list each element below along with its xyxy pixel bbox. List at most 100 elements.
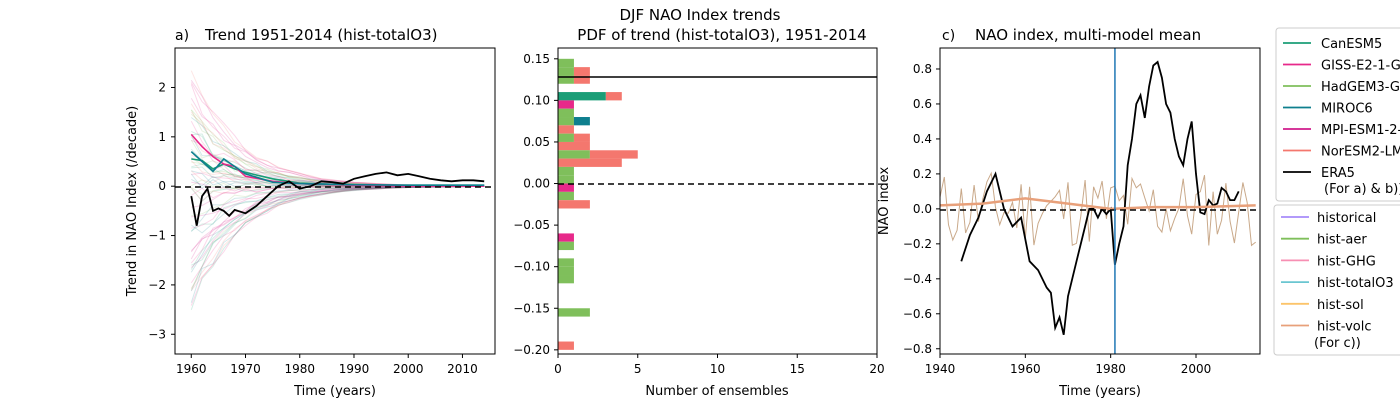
y-tick-label: −1 [148,229,166,243]
model-noisy-series [939,171,1257,247]
series-era5-line [190,171,485,226]
panel-a-xticks: 1960 1970 1980 1990 2000 2010 [176,354,478,376]
legend-label: GISS-E2-1-G [1321,59,1400,74]
bar-hadgem3-gc31-ll [558,133,574,142]
x-tick-label: 15 [790,362,805,376]
x-tick-label: 1980 [1095,362,1126,376]
y-tick-label: 0.10 [523,93,550,107]
y-tick-label: 0 [158,179,166,193]
bar-miroc6 [573,117,590,126]
x-tick-label: 2000 [1181,362,1212,376]
panel-a: a) Trend 1951-2014 (hist-totalO3) 1960 19… [125,26,496,399]
bar-noresm2-lm [589,150,638,159]
bar-giss-e2-1-g [558,183,574,192]
y-tick-label: −2 [148,278,166,292]
legend-label: HadGEM3-GC31-LL [1321,80,1400,95]
x-tick-label: 1990 [339,362,370,376]
panel-b-yticks: 0.15 0.10 0.05 0.00 −0.05 −0.10 −0.15 −0.20 [513,52,558,357]
panel-b-xlabel: Number of ensembles [645,384,789,399]
ensemble-line [190,80,485,187]
x-tick-label: 10 [710,362,725,376]
panel-a-title: Trend 1951-2014 (hist-totalO3) [204,26,438,44]
y-tick-label: −0.6 [903,307,932,321]
series-era5-line [960,60,1240,336]
y-tick-label: 0.8 [913,62,932,76]
y-tick-label: 2 [158,80,166,94]
bar-noresm2-lm [558,200,590,209]
bar-hadgem3-gc31-ll [558,108,574,118]
ensemble-spaghetti [190,70,485,310]
panel-c-title: NAO index, multi-model mean [975,26,1201,44]
y-tick-label: −0.20 [513,343,550,357]
y-tick-label: −0.10 [513,260,550,274]
legend-models: CanESM5 GISS-E2-1-G HadGEM3-GC31-LL MIROC6 M… [1275,27,1400,202]
x-tick-label: 20 [869,362,884,376]
bar-noresm2-lm [573,67,590,76]
x-tick-label: 2010 [447,362,478,376]
bar-hadgem3-gc31-ll [558,191,574,201]
panel-c-ylabel: NAO index [877,167,892,236]
panel-c-yticks: 0.8 0.6 0.4 0.2 0.0 −0.2 −0.4 −0.6 −0.8 [903,62,940,356]
legend-label: hist-volc [1317,320,1371,335]
legend-label: CanESM5 [1321,37,1382,52]
legend-label: MIROC6 [1321,102,1373,117]
panel-c-series [939,60,1256,336]
panel-c: c) NAO index, multi-model mean 1940 1960 1… [877,26,1261,399]
legend-models-box [1275,27,1400,202]
panel-a-ylabel: Trend in NAO Index (/decade) [125,106,140,298]
bar-giss-e2-1-g [558,100,574,109]
panel-c-frame [939,47,1261,355]
bar-noresm2-lm [605,92,622,101]
y-tick-label: 0.6 [913,97,932,111]
panel-c-label: c) [942,28,955,44]
model-noisy-line [939,171,1257,247]
bar-noresm2-lm [558,141,590,151]
legend-label: hist-aer [1317,233,1367,248]
bar-hadgem3-gc31-ll [558,241,574,251]
y-tick-label: −0.4 [903,272,932,286]
ensemble-line [190,186,485,291]
panel-b-title: PDF of trend (hist-totalO3), 1951-2014 [577,26,866,44]
panel-b: PDF of trend (hist-totalO3), 1951-2014 0… [513,26,884,399]
bar-hadgem3-gc31-ll [558,117,574,126]
y-tick-label: 0.15 [523,52,550,66]
bar-noresm2-lm [573,75,590,84]
series-hist-volc-line [939,197,1256,211]
y-tick-label: −0.2 [903,237,932,251]
bar-hadgem3-gc31-ll [558,75,574,84]
y-tick-label: −3 [148,327,166,341]
bar-hadgem3-gc31-ll [558,58,574,68]
x-tick-label: 0 [554,362,562,376]
panel-a-frame [174,47,496,355]
y-tick-label: 1 [158,130,166,144]
legend-label: ERA5 [1321,166,1355,181]
legend-label: hist-sol [1317,298,1364,313]
bar-canesm5 [558,92,606,101]
legend-label: historical [1317,211,1376,226]
bar-noresm2-lm [558,158,622,167]
legend-label: hist-GHG [1317,254,1376,269]
x-tick-label: 1970 [230,362,261,376]
y-tick-label: 0.0 [913,202,932,216]
bar-giss-e2-1-g [558,233,574,242]
ensemble-line [190,185,485,292]
legend-models-note: (For a) & b)) [1324,182,1400,197]
bar-hadgem3-gc31-ll [558,67,574,76]
x-tick-label: 1980 [284,362,315,376]
y-tick-label: 0.05 [523,135,550,149]
panel-c-xlabel: Time (years) [1058,384,1141,399]
legend-label: hist-totalO3 [1317,276,1394,291]
legend-label: MPI-ESM1-2-LR [1321,123,1400,138]
bar-hadgem3-gc31-ll [558,308,590,317]
series-miroc6-line [190,151,485,186]
bar-hadgem3-gc31-ll [558,266,574,276]
y-tick-label: 0.4 [913,132,932,146]
legend-experiments: historical hist-aer hist-GHG hist-totalO3 hi… [1273,204,1400,356]
bar-noresm2-lm [558,125,574,134]
bar-noresm2-lm [573,133,590,142]
y-tick-label: 0.2 [913,167,932,181]
histogram-bars [558,58,638,350]
x-tick-label: 5 [634,362,642,376]
legend-experiments-note: (For c)) [1314,336,1361,351]
y-tick-label: −0.15 [513,301,550,315]
